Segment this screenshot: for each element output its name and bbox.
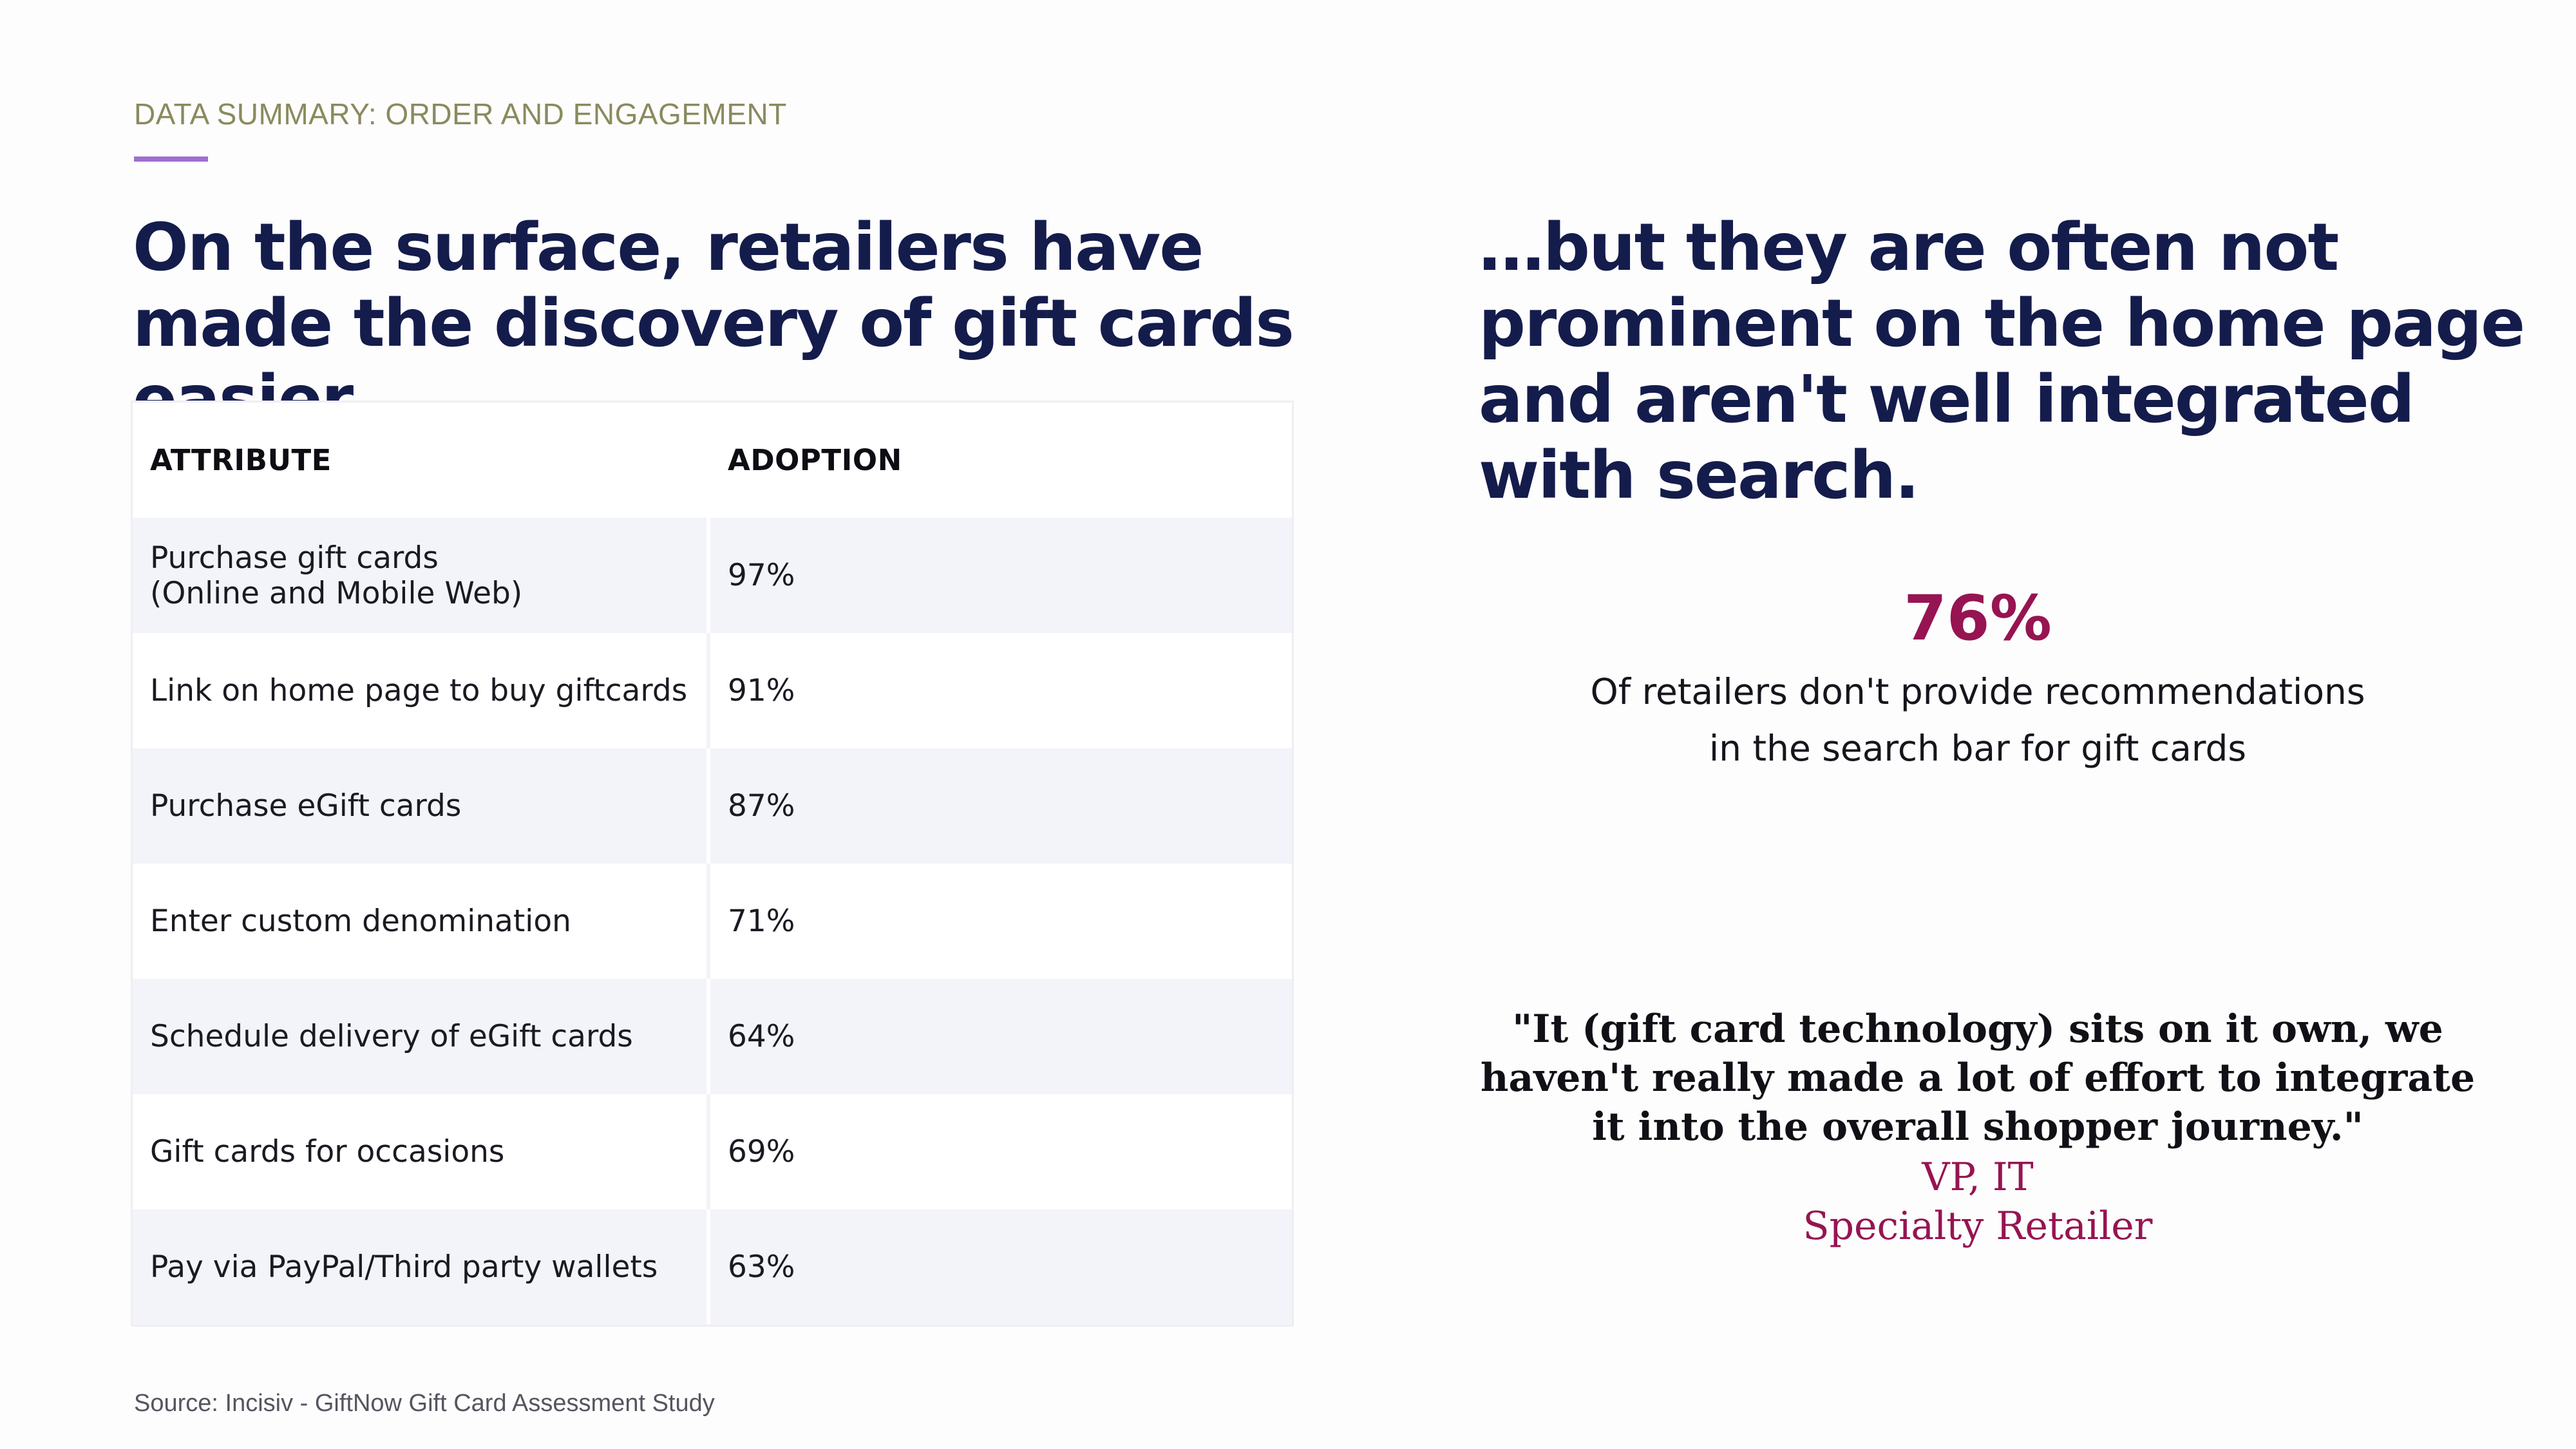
- adoption-cell: 87%: [706, 748, 1292, 864]
- attribute-cell: Enter custom denomination: [133, 864, 708, 979]
- attribute-cell: Gift cards for occasions: [133, 1094, 708, 1209]
- attribute-cell: Link on home page to buy giftcards: [133, 633, 708, 748]
- table-row: Schedule delivery of eGift cards 64%: [133, 979, 1292, 1094]
- attribute-cell: Pay via PayPal/Third party wallets: [133, 1209, 708, 1325]
- section-label-underline: [134, 156, 208, 162]
- table-row: Pay via PayPal/Third party wallets 63%: [133, 1209, 1292, 1325]
- adoption-cell: 91%: [706, 633, 1292, 748]
- table-row: Gift cards for occasions 69%: [133, 1094, 1292, 1209]
- table-row: Purchase gift cards (Online and Mobile W…: [133, 518, 1292, 633]
- table-row: Purchase eGift cards 87%: [133, 748, 1292, 864]
- quote-attribution: VP, IT Specialty Retailer: [1479, 1153, 2477, 1251]
- adoption-cell: 63%: [706, 1209, 1292, 1325]
- stat-caption-line: in the search bar for gift cards: [1709, 728, 2247, 769]
- adoption-cell: 69%: [706, 1094, 1292, 1209]
- adoption-cell: 71%: [706, 864, 1292, 979]
- attribute-column-header: ATTRIBUTE: [133, 402, 708, 518]
- stat-caption-line: Of retailers don't provide recommendatio…: [1590, 671, 2365, 712]
- left-headline: On the surface, retailers have made the …: [133, 209, 1294, 438]
- section-label: DATA SUMMARY: ORDER AND ENGAGEMENT: [134, 97, 787, 131]
- table-header-row: ATTRIBUTE ADOPTION: [133, 402, 1292, 518]
- stat-caption: Of retailers don't provide recommendatio…: [1479, 663, 2477, 777]
- attribute-line: Purchase gift cards: [150, 540, 439, 576]
- quote-role: VP, IT: [1922, 1155, 2034, 1200]
- adoption-cell: 64%: [706, 979, 1292, 1094]
- attribute-line: (Online and Mobile Web): [150, 575, 523, 611]
- attribute-cell: Purchase gift cards (Online and Mobile W…: [133, 518, 708, 633]
- adoption-table: ATTRIBUTE ADOPTION Purchase gift cards (…: [133, 402, 1292, 1325]
- quote-company: Specialty Retailer: [1803, 1204, 2153, 1249]
- adoption-column-header: ADOPTION: [706, 402, 1292, 518]
- adoption-cell: 97%: [706, 518, 1292, 633]
- right-headline: …but they are often not prominent on the…: [1479, 209, 2525, 514]
- source-note: Source: Incisiv - GiftNow Gift Card Asse…: [134, 1390, 715, 1417]
- attribute-cell: Schedule delivery of eGift cards: [133, 979, 708, 1094]
- table-row: Link on home page to buy giftcards 91%: [133, 633, 1292, 748]
- table-row: Enter custom denomination 71%: [133, 864, 1292, 979]
- quote-text: "It (gift card technology) sits on it ow…: [1480, 1007, 2476, 1150]
- stat-value: 76%: [1904, 582, 2052, 654]
- attribute-cell: Purchase eGift cards: [133, 748, 708, 864]
